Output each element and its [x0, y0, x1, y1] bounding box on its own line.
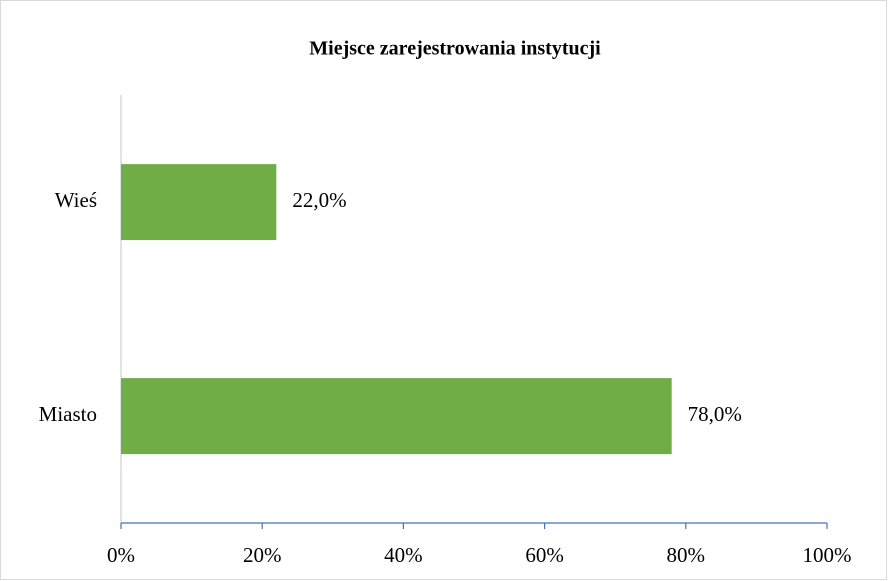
y-tick-label: Wieś [55, 188, 97, 212]
x-tick-label: 100% [803, 543, 852, 567]
bar [121, 164, 277, 241]
chart-title: Miejsce zarejestrowania instytucji [309, 38, 601, 60]
x-tick-label: 40% [384, 543, 423, 567]
x-tick-label: 60% [525, 543, 564, 567]
data-label: 78,0% [688, 402, 742, 426]
x-tick-label: 20% [243, 543, 282, 567]
x-tick-label: 80% [667, 543, 706, 567]
y-tick-label: Miasto [39, 402, 97, 426]
data-label: 22,0% [292, 188, 346, 212]
x-tick-label: 0% [107, 543, 135, 567]
bar [121, 378, 672, 455]
